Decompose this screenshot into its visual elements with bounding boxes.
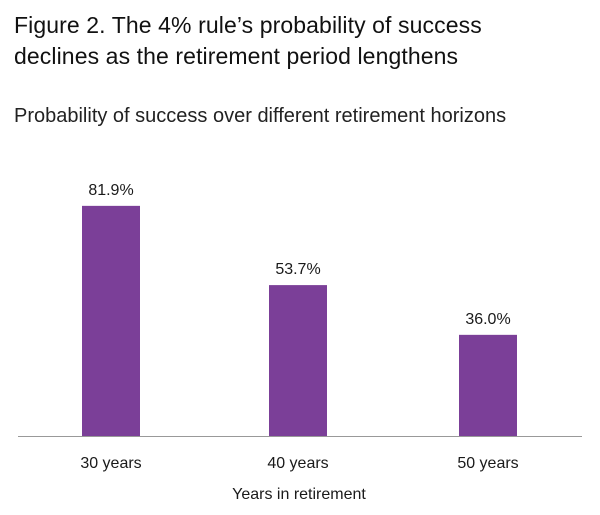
chart-title-line-1: Figure 2. The 4% rule’s probability of s…: [14, 12, 482, 38]
x-tick-label: 40 years: [267, 455, 328, 472]
chart-title: Figure 2. The 4% rule’s probability of s…: [14, 10, 594, 72]
x-tick-labels: 30 years 40 years 50 years: [80, 455, 518, 472]
value-label: 81.9%: [88, 182, 133, 199]
value-label: 36.0%: [465, 311, 510, 328]
chart-title-line-2: declines as the retirement period length…: [14, 43, 459, 69]
chart-subtitle: Probability of success over different re…: [14, 105, 507, 127]
x-tick-label: 50 years: [457, 455, 518, 472]
bar-50-years: [459, 334, 517, 436]
bar-30-years: [82, 205, 140, 436]
value-labels: 81.9% 53.7% 36.0%: [88, 182, 510, 328]
bar-series: [82, 205, 517, 436]
bar-40-years: [269, 285, 327, 436]
x-tick-label: 30 years: [80, 455, 141, 472]
value-label: 53.7%: [275, 261, 320, 278]
x-axis-label: Years in retirement: [232, 486, 366, 503]
